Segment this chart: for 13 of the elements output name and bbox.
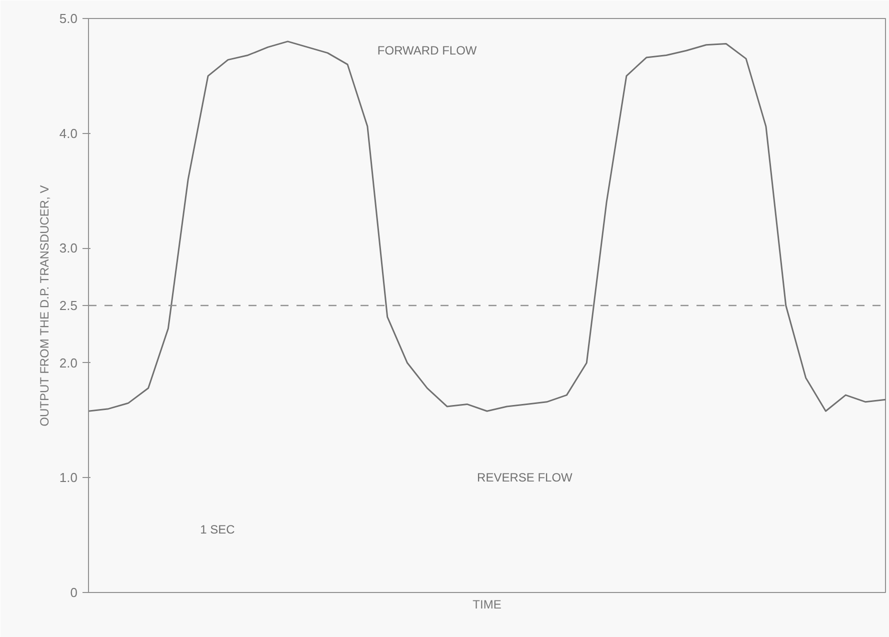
- y-tick-label: 2.5: [59, 298, 78, 313]
- y-tick-label: 2.0: [59, 355, 78, 370]
- y-axis-title: OUTPUT FROM THE D.P. TRANSDUCER, V: [37, 185, 52, 426]
- y-tick-label: 4.0: [59, 126, 78, 141]
- x-axis-title: TIME: [472, 598, 502, 612]
- line-series: [88, 40, 886, 412]
- y-tick-label: 5.0: [59, 11, 78, 26]
- y-tick-label: 3.0: [59, 240, 78, 256]
- annotation: FORWARD FLOW: [377, 44, 478, 58]
- annotation: REVERSE FLOW: [477, 470, 574, 485]
- y-tick-label: 0: [70, 585, 78, 600]
- annotation: 1 SEC: [200, 522, 236, 536]
- y-tick-label: 1.0: [59, 470, 78, 486]
